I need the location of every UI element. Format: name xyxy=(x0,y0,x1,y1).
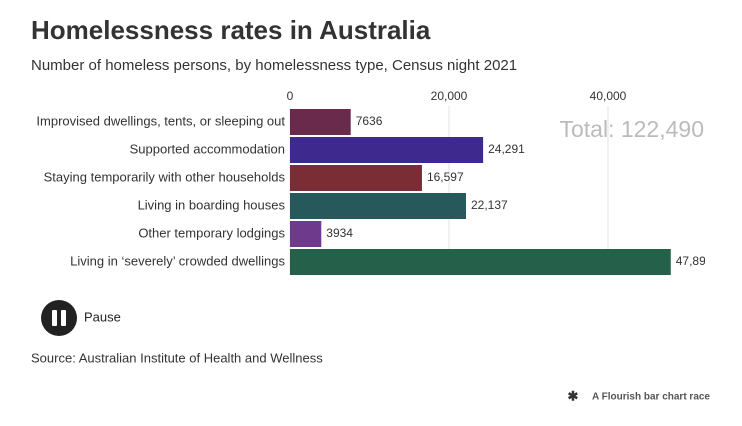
plot: 7636 24,291 16,597 22,137 3934 47,895 xyxy=(289,106,713,275)
bar xyxy=(290,221,322,247)
pause-button[interactable]: Pause xyxy=(41,300,121,336)
x-tick-label: 40,000 xyxy=(590,89,627,103)
credit[interactable]: A Flourish bar chart race xyxy=(592,392,710,403)
pause-bar xyxy=(52,310,57,326)
pause-icon[interactable] xyxy=(41,300,77,336)
category-label: Staying temporarily with other household… xyxy=(44,169,286,184)
value-label: 3934 xyxy=(326,226,353,240)
chart-title: Homelessness rates in Australia xyxy=(31,15,431,45)
flourish-icon: ✱ xyxy=(568,388,579,403)
x-tick-label: 20,000 xyxy=(431,89,468,103)
category-label: Living in boarding houses xyxy=(138,197,286,212)
value-label: 7636 xyxy=(356,114,383,128)
x-tick-label: 0 xyxy=(287,89,294,103)
value-label: 47,895 xyxy=(676,254,713,268)
bar xyxy=(290,165,422,191)
category-label: Other temporary lodgings xyxy=(138,225,285,240)
category-label: Living in ‘severely’ crowded dwellings xyxy=(70,253,285,268)
category-label: Supported accommodation xyxy=(130,141,285,156)
bar xyxy=(290,137,484,163)
bar xyxy=(290,193,466,219)
source: Source: Australian Institute of Health a… xyxy=(31,350,323,365)
value-label: 16,597 xyxy=(427,170,464,184)
category-label: Improvised dwellings, tents, or sleeping… xyxy=(36,113,285,128)
value-label: 22,137 xyxy=(471,198,508,212)
bar xyxy=(290,109,351,135)
value-label: 24,291 xyxy=(488,142,525,156)
pause-label[interactable]: Pause xyxy=(84,309,121,324)
total-annotation: Total: 122,490 xyxy=(559,116,704,142)
chart-subtitle: Number of homeless persons, by homelessn… xyxy=(31,57,517,74)
bar xyxy=(290,249,671,275)
pause-bar xyxy=(61,310,66,326)
